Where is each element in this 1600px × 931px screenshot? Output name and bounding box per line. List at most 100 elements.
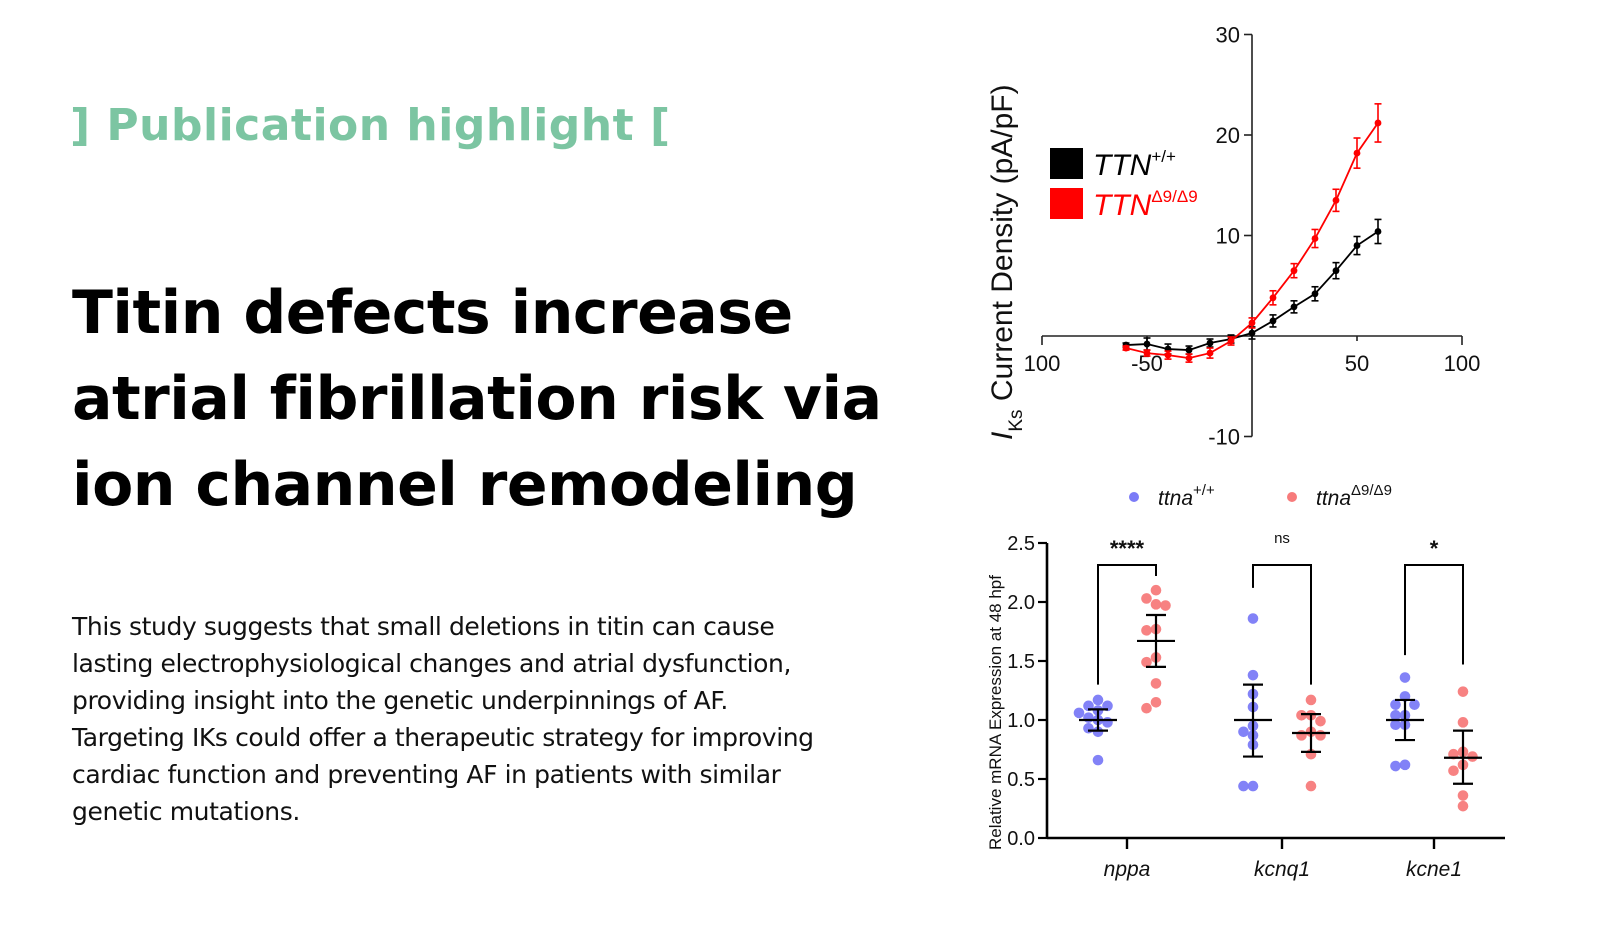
significance-bracket: **** — [1097, 536, 1157, 685]
data-point — [1247, 669, 1259, 681]
x-tick-label: 100 — [1024, 351, 1061, 376]
data-point — [1141, 593, 1152, 604]
significance-bracket: * — [1404, 536, 1464, 665]
headline-line: Titin defects increase — [72, 278, 793, 348]
data-point — [1409, 699, 1420, 710]
legend-gene: TTN — [1093, 189, 1152, 222]
y-tick-label: 2.5 — [1007, 533, 1035, 555]
data-point — [1102, 717, 1113, 728]
legend-genotype: Δ9/Δ9 — [1351, 482, 1392, 499]
summary-line: genetic mutations. — [72, 797, 300, 826]
data-point — [1092, 754, 1104, 766]
data-point — [1311, 235, 1319, 242]
data-point — [1311, 290, 1319, 298]
data-point — [1353, 149, 1361, 157]
significance-bracket: ns — [1252, 530, 1312, 685]
significance-label: ns — [1274, 530, 1290, 547]
summary-line: This study suggests that small deletions… — [72, 612, 775, 641]
legend-label: ttna+/+ — [1158, 482, 1215, 510]
data-point — [1353, 242, 1361, 249]
data-point — [1238, 726, 1249, 738]
summary-line: lasting electrophysiological changes and… — [72, 649, 792, 678]
data-point — [1248, 319, 1256, 327]
data-point — [1332, 196, 1340, 204]
data-point — [1305, 780, 1317, 792]
data-point — [1457, 790, 1469, 801]
significance-label: **** — [1110, 536, 1145, 561]
y-axis-label: IKs Current Density (pA/pF) — [986, 84, 1027, 440]
data-point — [1467, 751, 1478, 762]
legend-label: ttnaΔ9/Δ9 — [1316, 482, 1392, 510]
data-point — [1399, 759, 1411, 771]
series-mutant — [1137, 584, 1482, 812]
bracket-line — [1252, 564, 1312, 685]
data-point — [1332, 267, 1340, 275]
data-point — [1238, 780, 1249, 792]
y-tick-label: 20 — [1216, 123, 1240, 148]
data-point — [1150, 678, 1162, 689]
data-point — [1269, 317, 1277, 325]
data-point — [1150, 584, 1162, 596]
data-point — [1206, 349, 1214, 357]
series-mutant — [1122, 103, 1382, 363]
legend-gene: TTN — [1093, 149, 1152, 182]
data-point — [1227, 337, 1235, 345]
data-point — [1122, 344, 1130, 352]
y-label-symbol: I — [986, 432, 1019, 440]
y-label-subscript: Ks — [1006, 409, 1027, 431]
summary-line: providing insight into the genetic under… — [72, 686, 728, 715]
x-category-label: nppa — [1104, 858, 1151, 881]
data-point — [1247, 613, 1259, 624]
y-tick-label: 2.0 — [1007, 592, 1035, 614]
data-point — [1185, 346, 1193, 354]
data-point — [1390, 699, 1401, 710]
summary-line: Targeting IKs could offer a therapeutic … — [72, 723, 814, 752]
data-point — [1083, 712, 1094, 723]
data-point — [1150, 599, 1162, 610]
data-point — [1374, 119, 1382, 127]
y-tick-label: 30 — [1216, 23, 1240, 48]
data-point — [1296, 709, 1307, 721]
legend: TTN+/+TTNΔ9/Δ9 — [1050, 147, 1198, 222]
y-tick-label: 0.5 — [1007, 769, 1035, 791]
data-point — [1092, 694, 1104, 706]
data-point — [1374, 228, 1382, 235]
data-point — [1247, 780, 1259, 792]
x-tick-label: 100 — [1444, 351, 1481, 376]
headline-line: atrial fibrillation risk via — [72, 364, 882, 434]
data-point — [1143, 349, 1151, 357]
x-category-label: kcnq1 — [1254, 858, 1310, 881]
data-point — [1141, 656, 1152, 668]
significance-label: * — [1430, 536, 1439, 561]
data-point — [1248, 329, 1256, 337]
data-point — [1185, 354, 1193, 362]
data-point — [1296, 730, 1307, 741]
legend-genotype: +/+ — [1151, 147, 1176, 166]
data-point — [1390, 760, 1401, 772]
legend-gene: ttna — [1158, 487, 1193, 510]
data-point — [1143, 340, 1151, 348]
x-tick-label: 50 — [1345, 351, 1369, 376]
legend-label: TTN+/+ — [1093, 147, 1176, 182]
mrna-expression-chart: 0.0 0.5 1.0 1.5 2.0 2.5 nppa kcnq1 kcne1 Relative… — [986, 482, 1505, 881]
data-point — [1457, 717, 1469, 728]
headline-line: ion channel remodeling — [72, 450, 858, 520]
data-point — [1457, 800, 1469, 812]
data-point — [1315, 730, 1326, 741]
data-point — [1160, 600, 1171, 611]
data-point — [1164, 351, 1172, 359]
x-category-label: kcne1 — [1406, 858, 1462, 881]
bracket-line — [1404, 564, 1464, 665]
legend: ttna+/+ ttnaΔ9/Δ9 — [1129, 482, 1392, 510]
series-wild-type — [1073, 613, 1424, 792]
legend-swatch — [1050, 148, 1083, 179]
data-point — [1399, 672, 1411, 683]
summary-paragraph: This study suggests that small deletions… — [72, 608, 932, 830]
data-point — [1150, 697, 1162, 708]
y-label-text: Current Density (pA/pF) — [986, 84, 1019, 409]
legend-genotype: Δ9/Δ9 — [1151, 187, 1197, 206]
data-point — [1073, 707, 1085, 719]
data-point — [1390, 719, 1401, 731]
